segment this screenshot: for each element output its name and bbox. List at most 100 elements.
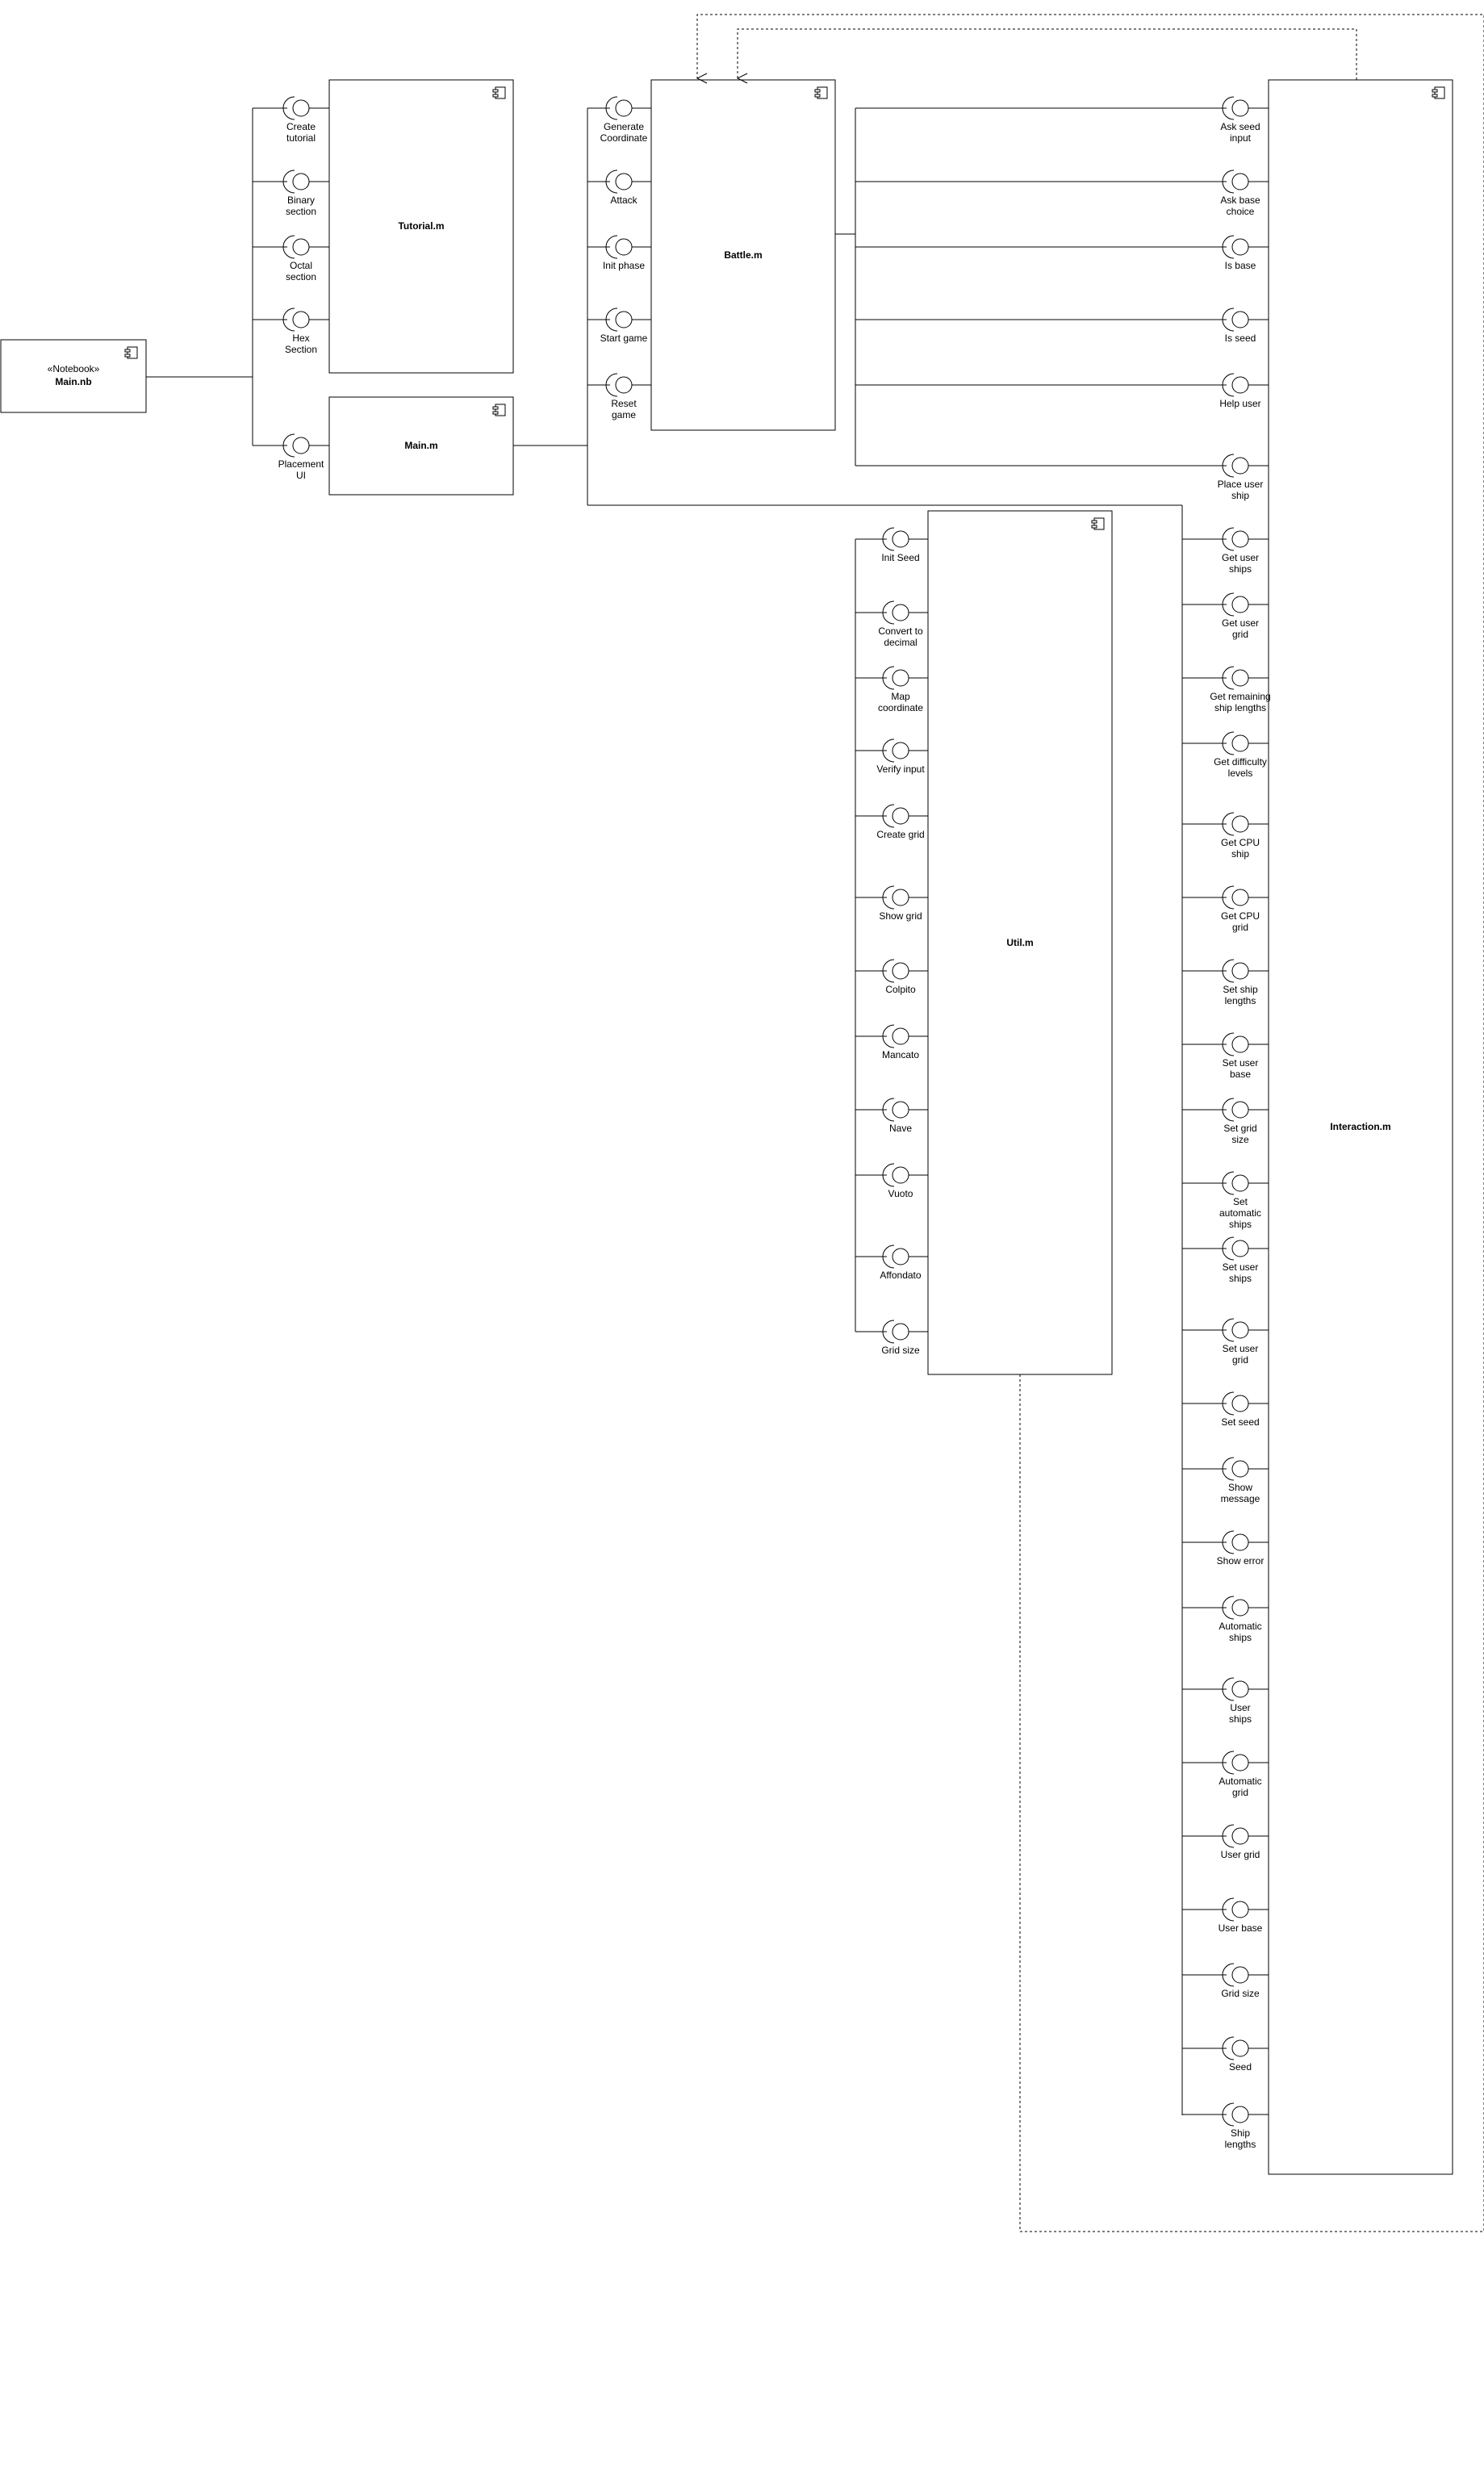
battle-interface[interactable]: Start game (587, 307, 651, 344)
util-interface[interactable]: Colpito (855, 959, 928, 995)
provided-interface-ball (1231, 889, 1249, 906)
battle-interface[interactable]: Attack (587, 169, 651, 206)
interaction-interface[interactable]: Seed (1182, 2036, 1269, 2073)
required-interface-socket (1222, 1963, 1235, 1987)
util-interface[interactable]: Vuoto (855, 1163, 928, 1199)
interface-label: Generate (604, 121, 644, 132)
interface-label: UI (296, 470, 306, 481)
required-interface-socket (882, 666, 895, 690)
util-interface[interactable]: Verify input (855, 738, 928, 775)
battle-interface[interactable]: Init phase (587, 235, 651, 271)
interaction-interface[interactable]: User grid (1182, 1824, 1269, 1860)
required-interface-socket (1222, 307, 1235, 332)
provided-interface-ball (615, 99, 633, 117)
interface-label: Create (286, 121, 316, 132)
interaction-interface[interactable]: Is base (855, 235, 1269, 271)
interaction-interface[interactable]: Help user (855, 373, 1269, 409)
provided-interface-ball (1231, 1533, 1249, 1551)
interaction-interface[interactable]: Set seed (1182, 1391, 1269, 1428)
interface-label: Init Seed (881, 552, 919, 563)
interface-label: Show grid (879, 910, 922, 922)
component-tutorial-m[interactable]: Tutorial.m (328, 79, 514, 374)
util-interface[interactable]: Show grid (855, 885, 928, 922)
interface-label: Help user (1219, 398, 1260, 409)
component-main-nb[interactable]: «Notebook» Main.nb (0, 339, 147, 413)
interface-label: grid (1232, 1787, 1248, 1798)
required-interface-socket (282, 96, 295, 120)
interface-label: ship (1231, 490, 1249, 501)
util-m-title: Util.m (1006, 937, 1033, 948)
interface-label: Reset (611, 398, 637, 409)
required-interface-socket (1222, 812, 1235, 836)
required-interface-socket (1222, 454, 1235, 478)
interaction-interface[interactable]: Show error (1182, 1530, 1269, 1567)
component-icon (1091, 517, 1105, 530)
util-interface[interactable]: Mancato (855, 1024, 928, 1060)
required-interface-socket (1222, 1677, 1235, 1701)
component-icon (492, 404, 506, 416)
interface-label: Seed (1229, 2061, 1252, 2073)
util-interface[interactable]: Affondato (855, 1244, 928, 1281)
provided-interface-ball (1231, 1901, 1249, 1918)
component-util-m[interactable]: Util.m (927, 510, 1113, 1375)
provided-interface-ball (892, 530, 909, 548)
provided-interface-ball (892, 1027, 909, 1045)
interface-label: Get remaining (1210, 691, 1270, 702)
interface-label: Get CPU (1221, 910, 1260, 922)
interface-label: lengths (1225, 995, 1256, 1006)
interface-label: ships (1229, 563, 1252, 575)
interface-label: message (1221, 1493, 1260, 1504)
interface-label: Grid size (881, 1345, 920, 1356)
provided-interface-ball (1231, 1827, 1249, 1845)
interface-label: Set grid (1223, 1123, 1256, 1134)
component-interaction-m[interactable]: Interaction.m (1268, 79, 1453, 2175)
interaction-interface[interactable]: User base (1182, 1897, 1269, 1934)
interface-label: Set (1233, 1196, 1248, 1207)
required-interface-socket (1222, 1318, 1235, 1342)
required-interface-socket (1222, 1457, 1235, 1481)
util-interface[interactable]: Nave (855, 1098, 928, 1134)
required-interface-socket (882, 527, 895, 551)
required-interface-socket (882, 1244, 895, 1269)
required-interface-socket (1222, 235, 1235, 259)
util-interface[interactable]: Grid size (855, 1320, 928, 1356)
util-interface[interactable]: Create grid (855, 804, 928, 840)
component-battle-m[interactable]: Battle.m (650, 79, 836, 431)
component-main-m[interactable]: Main.m (328, 396, 514, 496)
interface-label: Is base (1225, 260, 1256, 271)
provided-interface-ball (1231, 530, 1249, 548)
interaction-interface[interactable]: Grid size (1182, 1963, 1269, 1999)
interaction-interface[interactable]: Is seed (855, 307, 1269, 344)
util-interface[interactable]: Init Seed (855, 527, 928, 563)
provided-interface-ball (1231, 1460, 1249, 1478)
